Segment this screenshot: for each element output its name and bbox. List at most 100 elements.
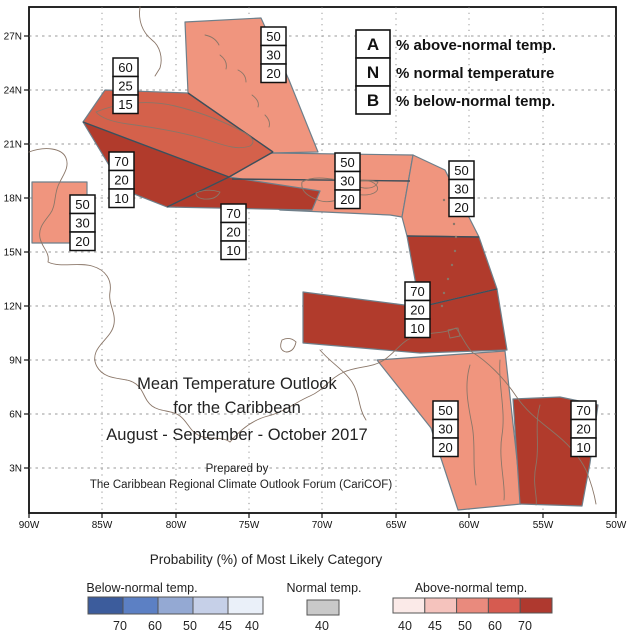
- region-probability-labels: 50 30 20 60 25 15 70 20 10 70 20 10 50 30 20 50 30 20 50 30…: [69, 26, 597, 458]
- svg-text:25: 25: [118, 79, 132, 94]
- coast-guianas: [455, 327, 597, 505]
- prob-label-guianas: 50 30 20: [432, 400, 459, 458]
- anb-label-normal: % normal temperature: [396, 65, 554, 82]
- coast-jamaica: [195, 189, 221, 200]
- anb-key-n: N: [367, 63, 379, 82]
- anb-key-b: B: [367, 91, 379, 110]
- lat-tick-label: 15N: [4, 248, 22, 259]
- prob-label-leeward-islands: 50 30 20: [448, 160, 475, 218]
- svg-text:20: 20: [438, 440, 452, 455]
- svg-text:10: 10: [576, 440, 590, 455]
- coast-bahamas-islands: [204, 34, 270, 128]
- swatch-below-50: [157, 596, 194, 615]
- swatch-above-60: [487, 597, 521, 614]
- map-title-line2: for the Caribbean: [173, 399, 301, 417]
- svg-text:10: 10: [226, 243, 240, 258]
- colorbar-normal: 40: [306, 599, 340, 633]
- lat-tick-label: 27N: [4, 32, 22, 43]
- svg-text:20: 20: [266, 66, 280, 81]
- anb-row-above: A % above-normal temp.: [355, 29, 556, 59]
- lat-tick-label: 3N: [9, 464, 22, 475]
- svg-text:10: 10: [114, 191, 128, 206]
- lat-tick-label: 21N: [4, 140, 22, 151]
- svg-text:70: 70: [576, 403, 590, 418]
- prob-label-hispaniola-puerto-rico: 50 30 20: [334, 152, 361, 210]
- lon-tick-label: 85W: [92, 520, 113, 531]
- colorbar-above: 40 45 50 60 70: [392, 597, 553, 633]
- swatch-above-70: [519, 597, 553, 614]
- coast-central-america: [28, 148, 231, 443]
- swatch-below-40: [227, 596, 264, 615]
- map-title-line3: August - September - October 2017: [106, 426, 367, 444]
- svg-text:50: 50: [438, 403, 452, 418]
- svg-text:10: 10: [410, 321, 424, 336]
- river-orinoco: [319, 349, 367, 421]
- lon-tick-label: 70W: [312, 520, 333, 531]
- swatch-value-label: 60: [148, 619, 162, 633]
- colorbar-group-labels: Below-normal temp. Normal temp. Above-no…: [86, 581, 527, 595]
- lat-tick-label: 9N: [9, 356, 22, 367]
- swatch-value-label: 50: [183, 619, 197, 633]
- colorbar-swatches: 70 60 50 45 40 40 40 45 50 60 70: [87, 596, 553, 633]
- svg-text:30: 30: [454, 182, 468, 197]
- lon-tick-label: 50W: [606, 520, 627, 531]
- swatch-value-label: 50: [458, 619, 472, 633]
- svg-text:60: 60: [118, 60, 132, 75]
- svg-text:50: 50: [75, 197, 89, 212]
- swatch-value-label: 40: [398, 619, 412, 633]
- swatch-below-70: [87, 596, 124, 615]
- anb-label-above: % above-normal temp.: [396, 37, 556, 54]
- prob-label-belize-coast: 50 30 20: [69, 194, 96, 252]
- coast-cuba-island: [95, 102, 254, 149]
- svg-text:70: 70: [410, 284, 424, 299]
- swatch-above-50: [456, 597, 489, 614]
- anb-key-a: A: [367, 35, 379, 54]
- svg-text:20: 20: [340, 192, 354, 207]
- svg-text:30: 30: [340, 174, 354, 189]
- swatch-value-label: 70: [113, 619, 127, 633]
- lon-tick-label: 90W: [19, 520, 40, 531]
- map-title-block: Mean Temperature Outlook for the Caribbe…: [90, 375, 392, 491]
- colorbar-below: 70 60 50 45 40: [87, 596, 264, 633]
- svg-text:20: 20: [114, 173, 128, 188]
- svg-text:20: 20: [226, 225, 240, 240]
- swatch-above-40: [392, 597, 426, 614]
- colorbar-label-below: Below-normal temp.: [86, 581, 197, 595]
- svg-text:20: 20: [576, 422, 590, 437]
- coast-florida: [139, 6, 162, 77]
- swatch-value-label: 40: [315, 619, 329, 633]
- swatch-value-label: 70: [518, 619, 532, 633]
- swatch-normal-40: [306, 599, 340, 616]
- map-title-line1: Mean Temperature Outlook: [137, 375, 337, 393]
- anb-row-normal: N % normal temperature: [355, 57, 554, 87]
- swatch-value-label: 60: [488, 619, 502, 633]
- svg-text:30: 30: [75, 216, 89, 231]
- coast-lake-maracaibo: [280, 337, 297, 353]
- svg-text:20: 20: [410, 303, 424, 318]
- prob-label-northwest-caribbean: 70 20 10: [108, 151, 135, 209]
- svg-text:70: 70: [226, 206, 240, 221]
- map-credit-line1: Prepared by: [206, 463, 269, 475]
- svg-text:30: 30: [266, 48, 280, 63]
- svg-text:50: 50: [340, 155, 354, 170]
- lat-tick-label: 6N: [9, 410, 22, 421]
- anb-label-below: % below-normal temp.: [396, 93, 555, 110]
- lat-tick-label: 18N: [4, 194, 22, 205]
- anb-legend: A % above-normal temp. N % normal temper…: [355, 29, 556, 115]
- prob-label-central-caribbean: 70 20 10: [220, 203, 247, 261]
- svg-text:20: 20: [454, 200, 468, 215]
- svg-text:20: 20: [75, 234, 89, 249]
- prob-label-cuba: 60 25 15: [112, 57, 139, 115]
- colorbar-label-above: Above-normal temp.: [415, 581, 528, 595]
- svg-text:30: 30: [438, 422, 452, 437]
- lon-tick-label: 80W: [166, 520, 187, 531]
- svg-text:70: 70: [114, 154, 128, 169]
- lon-tick-label: 60W: [459, 520, 480, 531]
- svg-text:50: 50: [454, 163, 468, 178]
- swatch-value-label: 45: [428, 619, 442, 633]
- swatch-below-45: [192, 596, 229, 615]
- lon-tick-label: 55W: [533, 520, 554, 531]
